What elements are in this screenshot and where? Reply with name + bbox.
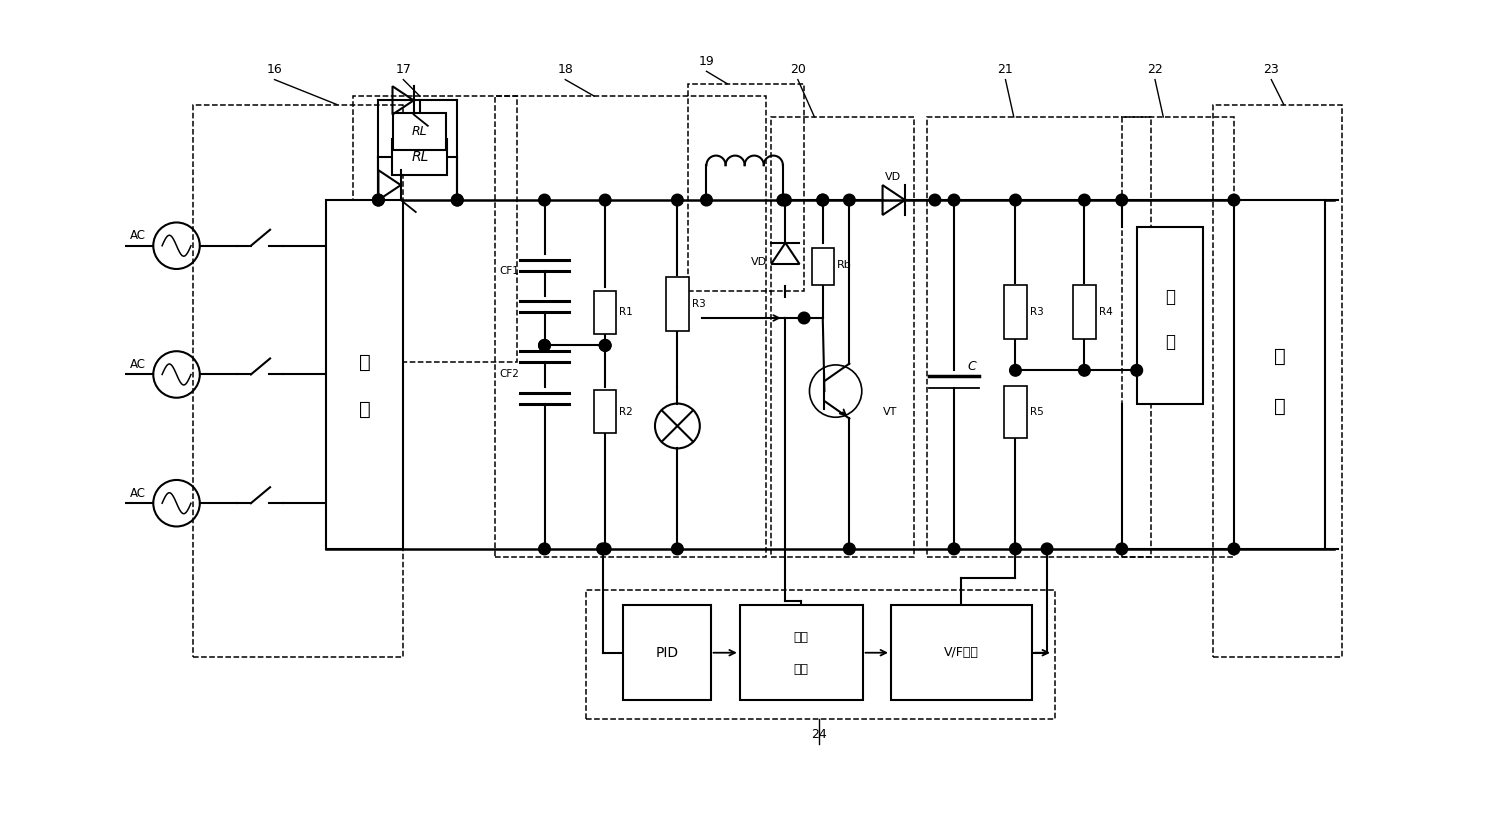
Circle shape — [373, 194, 384, 206]
Circle shape — [1010, 543, 1022, 555]
Text: 变: 变 — [1273, 397, 1285, 415]
Text: 16: 16 — [266, 63, 283, 77]
Circle shape — [672, 543, 684, 555]
Circle shape — [1010, 364, 1022, 376]
Circle shape — [373, 194, 384, 206]
Circle shape — [776, 194, 788, 206]
Circle shape — [1131, 364, 1143, 376]
Bar — [393, 113, 446, 151]
Circle shape — [1116, 194, 1128, 206]
Text: 20: 20 — [790, 63, 806, 77]
Circle shape — [817, 194, 829, 206]
Text: R5: R5 — [1029, 407, 1043, 417]
Text: V/F转换: V/F转换 — [944, 646, 978, 659]
Bar — [772, 117, 914, 557]
Text: RL: RL — [411, 125, 428, 138]
Circle shape — [1079, 364, 1091, 376]
Text: R2: R2 — [619, 407, 633, 417]
Text: RL: RL — [411, 150, 428, 164]
Circle shape — [948, 194, 960, 206]
Bar — [193, 105, 404, 657]
Text: 19: 19 — [699, 55, 715, 68]
Text: AC: AC — [130, 230, 145, 242]
Text: 18: 18 — [558, 63, 573, 77]
Text: 流: 流 — [359, 400, 371, 418]
Text: VD: VD — [884, 171, 901, 181]
Bar — [739, 606, 863, 700]
Bar — [1004, 285, 1026, 339]
Text: AC: AC — [130, 487, 145, 500]
Circle shape — [1116, 543, 1128, 555]
Circle shape — [1010, 194, 1022, 206]
Text: PID: PID — [655, 646, 679, 660]
Circle shape — [600, 339, 610, 351]
Text: 电: 电 — [1165, 333, 1174, 350]
Bar — [624, 606, 711, 700]
Text: C: C — [968, 359, 975, 373]
Text: 23: 23 — [1264, 63, 1279, 77]
Text: 蓄: 蓄 — [1165, 288, 1174, 306]
Bar — [890, 606, 1032, 700]
Text: 稳态: 稳态 — [794, 631, 809, 644]
Text: R3: R3 — [691, 299, 705, 309]
Circle shape — [779, 194, 791, 206]
Bar — [392, 139, 447, 175]
Circle shape — [929, 194, 941, 206]
Bar — [495, 97, 766, 557]
Text: 22: 22 — [1147, 63, 1162, 77]
Circle shape — [844, 194, 856, 206]
Text: R1: R1 — [619, 307, 633, 317]
Bar — [586, 591, 1055, 719]
Circle shape — [948, 543, 960, 555]
Circle shape — [1228, 194, 1240, 206]
Bar — [1234, 200, 1325, 549]
Circle shape — [597, 543, 609, 555]
Text: CF1: CF1 — [500, 265, 519, 275]
Circle shape — [844, 543, 856, 555]
Text: R3: R3 — [1029, 307, 1043, 317]
Circle shape — [452, 194, 464, 206]
Circle shape — [1079, 194, 1091, 206]
Bar — [594, 390, 616, 433]
Bar — [1137, 226, 1203, 404]
Text: 21: 21 — [998, 63, 1013, 77]
Text: Rb: Rb — [836, 260, 851, 270]
Circle shape — [700, 194, 712, 206]
Bar — [1004, 386, 1026, 438]
Bar — [666, 277, 688, 331]
Bar — [688, 84, 805, 291]
Circle shape — [452, 194, 464, 206]
Text: CF2: CF2 — [500, 369, 519, 379]
Bar — [811, 248, 833, 285]
Circle shape — [799, 312, 809, 324]
Bar — [1122, 117, 1234, 557]
Bar — [353, 97, 518, 362]
Text: 整: 整 — [359, 353, 371, 372]
Text: 触发: 触发 — [794, 663, 809, 676]
Text: 17: 17 — [395, 63, 411, 77]
Text: 逆: 逆 — [1273, 347, 1285, 366]
Circle shape — [600, 339, 610, 351]
Bar — [1213, 105, 1342, 657]
Text: AC: AC — [130, 358, 145, 371]
Circle shape — [672, 194, 684, 206]
Circle shape — [539, 339, 551, 351]
Circle shape — [817, 194, 829, 206]
Circle shape — [539, 543, 551, 555]
Circle shape — [600, 194, 610, 206]
Bar — [594, 290, 616, 334]
Circle shape — [539, 339, 551, 351]
Bar — [1073, 285, 1095, 339]
Circle shape — [1228, 543, 1240, 555]
Circle shape — [1041, 543, 1053, 555]
Text: 24: 24 — [811, 728, 826, 740]
Text: VD: VD — [751, 257, 767, 267]
Bar — [326, 200, 404, 549]
Circle shape — [539, 194, 551, 206]
Text: VT: VT — [883, 407, 898, 417]
Bar — [926, 117, 1150, 557]
Text: R4: R4 — [1098, 307, 1112, 317]
Circle shape — [600, 543, 610, 555]
